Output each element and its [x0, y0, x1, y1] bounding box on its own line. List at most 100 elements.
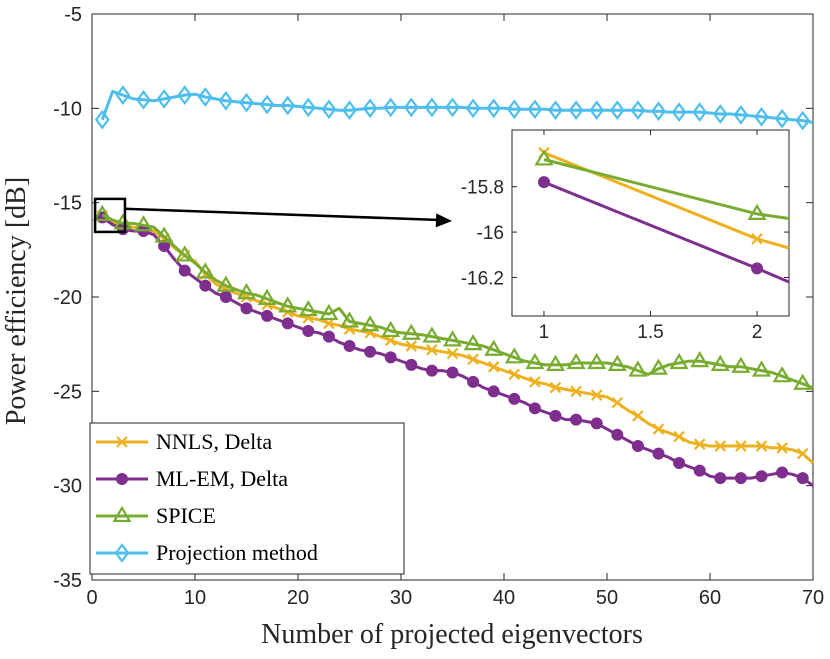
data-point-spice	[92, 204, 112, 221]
zoom-indicator	[93, 197, 452, 234]
inset-x-tick-label: 2	[752, 322, 763, 343]
data-point-ml-em-delta	[364, 345, 377, 358]
x-tick-label: 30	[390, 587, 412, 609]
data-point-spice	[133, 215, 154, 232]
data-point-ml-em-delta	[652, 447, 665, 460]
data-point-ml-em-delta	[178, 264, 191, 277]
data-point-ml-em-delta	[199, 279, 212, 292]
data-point-spice	[607, 354, 627, 371]
data-point-spice	[175, 245, 195, 262]
inset-point-spice	[534, 149, 554, 166]
data-point-projection-method	[445, 97, 460, 118]
legend: NNLS, Delta ML-EM, Delta SPICE Projection m…	[89, 422, 405, 575]
inset-series-ml-em-delta	[537, 176, 790, 284]
legend-label-ml-em-delta: ML-EM, Delta	[156, 466, 288, 491]
inset-series-spice	[534, 149, 790, 220]
data-point-spice	[731, 356, 751, 373]
data-point-projection-method	[630, 100, 646, 121]
inset-x-tick-label: 1.5	[637, 322, 663, 343]
data-point-ml-em-delta	[425, 364, 438, 377]
data-point-ml-em-delta	[219, 291, 232, 303]
data-point-spice	[587, 352, 607, 370]
data-point-spice	[463, 333, 483, 351]
data-point-ml-em-delta	[714, 472, 727, 485]
data-point-projection-method	[259, 94, 275, 115]
data-point-projection-method	[795, 110, 811, 131]
data-point-projection-method	[754, 106, 769, 127]
data-point-spice	[669, 352, 689, 370]
data-point-projection-method	[115, 85, 131, 105]
data-point-nnls-delta	[776, 442, 788, 454]
data-point-ml-em-delta	[776, 466, 789, 479]
series-spice	[92, 204, 814, 390]
data-point-projection-method	[506, 99, 522, 120]
y-tick-label: -20	[53, 287, 82, 309]
y-tick-label: -15	[53, 193, 82, 215]
data-point-ml-em-delta	[570, 413, 583, 426]
data-point-nnls-delta	[652, 423, 665, 435]
data-point-spice	[298, 300, 318, 317]
data-point-projection-method	[239, 92, 254, 113]
series-projection-method	[94, 85, 814, 131]
data-point-ml-em-delta	[611, 428, 624, 441]
inset-point-nnls-delta	[751, 233, 763, 245]
data-point-spice	[525, 352, 545, 370]
data-point-nnls-delta	[467, 353, 479, 366]
data-point-projection-method	[218, 90, 234, 111]
data-point-projection-method	[156, 89, 172, 109]
legend-marker-ml-em-delta	[116, 473, 128, 485]
data-point-projection-method	[671, 102, 687, 122]
data-point-projection-method	[486, 98, 502, 119]
y-tick-label: -25	[53, 381, 82, 403]
inset-point-spice	[747, 203, 767, 220]
legend-marker-projection-method	[114, 543, 130, 563]
x-axis-label: Number of projected eigenvectors	[261, 619, 643, 650]
data-point-ml-em-delta	[240, 302, 253, 315]
y-tick-label: -10	[53, 98, 82, 120]
data-point-spice	[216, 275, 236, 292]
data-point-spice	[113, 213, 133, 230]
data-point-projection-method	[733, 105, 749, 125]
data-point-ml-em-delta	[755, 470, 768, 483]
y-axis-label: Power efficiency [dB]	[1, 177, 32, 425]
main-axes-frame: 0 10 20 30 40 50 60 70 -5 -10 -15 -20 -25 -30 -35	[53, 4, 824, 609]
data-point-spice	[278, 296, 298, 313]
data-point-nnls-delta	[693, 438, 706, 450]
data-point-ml-em-delta	[446, 366, 459, 379]
legend-marker-nnls-delta	[116, 436, 128, 448]
data-point-nnls-delta	[611, 396, 624, 409]
data-point-projection-method	[548, 100, 563, 121]
data-point-spice	[690, 350, 710, 368]
data-point-projection-method	[651, 101, 666, 121]
data-point-nnls-delta	[673, 430, 685, 443]
legend-marker-spice	[112, 505, 132, 523]
data-point-nnls-delta	[590, 389, 603, 401]
data-point-nnls-delta	[735, 440, 747, 452]
data-point-ml-em-delta	[467, 375, 480, 388]
x-tick-label: 50	[596, 587, 618, 609]
inset-y-tick-label: -15.8	[461, 178, 504, 199]
data-point-ml-em-delta	[631, 440, 644, 453]
data-point-spice	[195, 262, 215, 279]
legend-label-nnls-delta: NNLS, Delta	[156, 429, 272, 454]
data-point-projection-method	[94, 109, 110, 130]
data-point-projection-method	[609, 100, 625, 121]
data-point-projection-method	[774, 108, 790, 129]
data-point-ml-em-delta	[549, 409, 562, 422]
data-point-spice	[360, 315, 380, 332]
data-point-nnls-delta	[487, 361, 500, 373]
data-point-projection-method	[692, 102, 708, 122]
data-point-nnls-delta	[796, 447, 809, 460]
data-point-projection-method	[589, 100, 605, 121]
data-point-nnls-delta	[570, 385, 582, 398]
data-point-spice	[339, 311, 360, 328]
data-point-nnls-delta	[446, 347, 459, 360]
data-point-projection-method	[280, 95, 296, 116]
data-point-nnls-delta	[405, 340, 418, 352]
legend-box	[89, 422, 405, 575]
data-point-ml-em-delta	[487, 385, 500, 398]
inset-line-spice	[543, 158, 790, 220]
data-point-spice	[504, 347, 524, 364]
data-point-ml-em-delta	[281, 317, 294, 330]
main-series-group	[92, 85, 815, 487]
